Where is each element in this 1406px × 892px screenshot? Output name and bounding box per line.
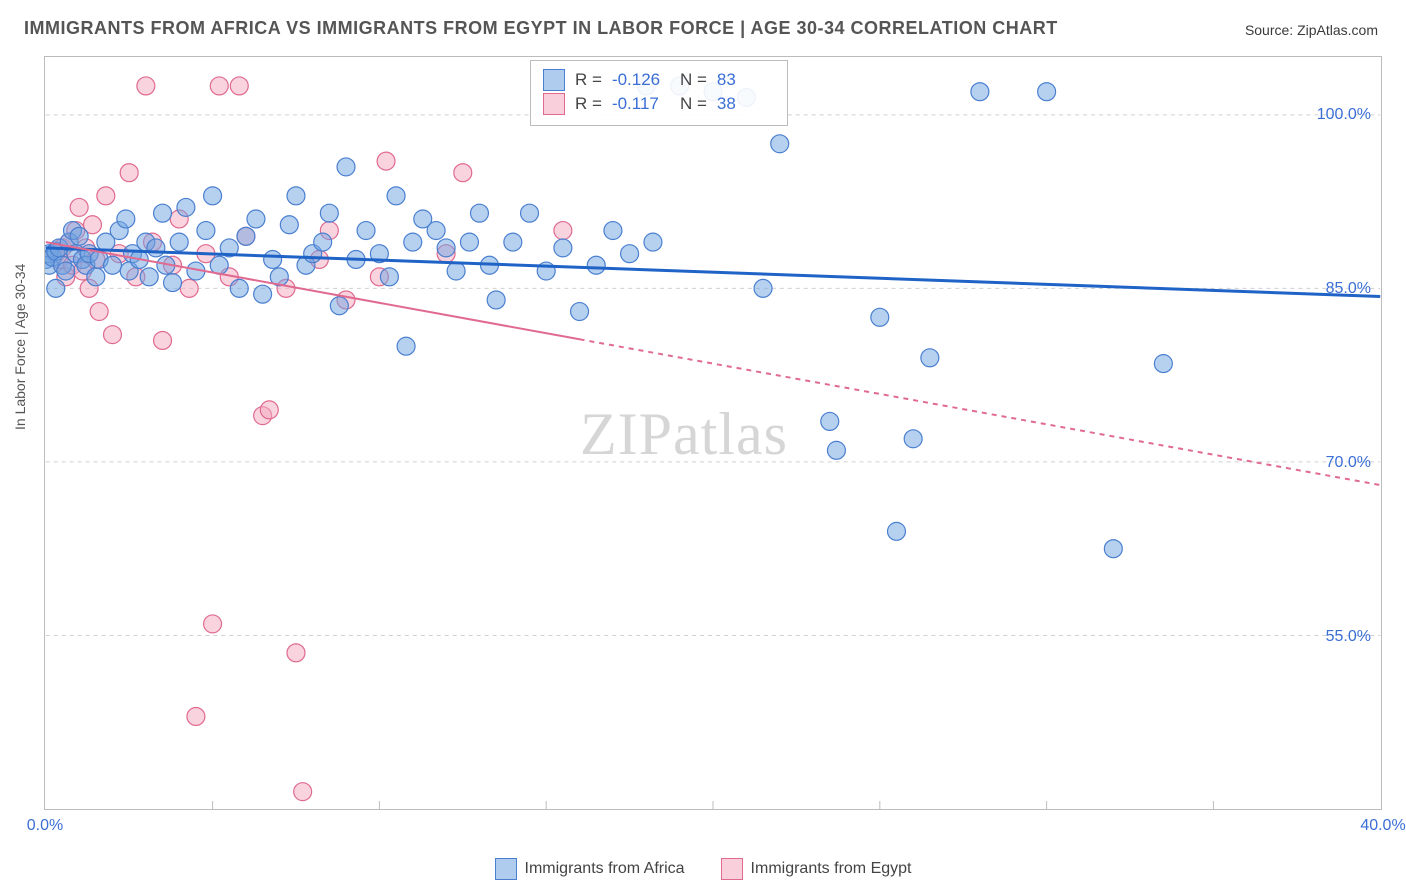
- x-tick-label: 0.0%: [27, 817, 63, 835]
- legend-swatch: [543, 93, 565, 115]
- corr-r-value: -0.126: [612, 70, 670, 90]
- x-tick-label: 40.0%: [1360, 817, 1405, 835]
- watermark-thin: atlas: [673, 401, 788, 467]
- legend-label: Immigrants from Egypt: [751, 860, 912, 878]
- corr-n-value: 38: [717, 94, 775, 114]
- legend-swatch: [543, 69, 565, 91]
- legend-label: Immigrants from Africa: [525, 860, 685, 878]
- legend-swatch: [721, 858, 743, 880]
- corr-legend-row: R = -0.117 N = 38: [543, 93, 775, 115]
- watermark-bold: ZIP: [580, 401, 673, 467]
- legend-item: Immigrants from Africa: [495, 858, 685, 880]
- corr-n-label: N =: [680, 70, 707, 90]
- corr-legend-row: R = -0.126 N = 83: [543, 69, 775, 91]
- corr-n-value: 83: [717, 70, 775, 90]
- y-tick-label: 85.0%: [1326, 280, 1371, 298]
- legend-swatch: [495, 858, 517, 880]
- chart-title: IMMIGRANTS FROM AFRICA VS IMMIGRANTS FRO…: [24, 18, 1058, 39]
- legend-item: Immigrants from Egypt: [721, 858, 912, 880]
- corr-r-value: -0.117: [612, 94, 670, 114]
- y-tick-label: 55.0%: [1326, 628, 1371, 646]
- corr-r-label: R =: [575, 70, 602, 90]
- corr-n-label: N =: [680, 94, 707, 114]
- y-tick-label: 100.0%: [1317, 106, 1371, 124]
- series-legend: Immigrants from Africa Immigrants from Eg…: [0, 858, 1406, 880]
- watermark: ZIPatlas: [580, 400, 788, 469]
- corr-r-label: R =: [575, 94, 602, 114]
- correlation-legend: R = -0.126 N = 83 R = -0.117 N = 38: [530, 60, 788, 126]
- y-axis-label: In Labor Force | Age 30-34: [12, 264, 28, 430]
- source-attribution: Source: ZipAtlas.com: [1245, 22, 1378, 38]
- y-tick-label: 70.0%: [1326, 454, 1371, 472]
